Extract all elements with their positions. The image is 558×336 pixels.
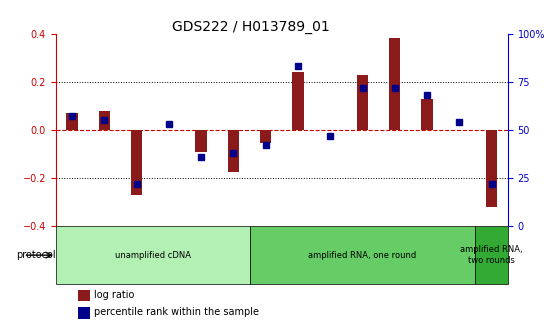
Text: GSM4861: GSM4861 — [487, 227, 496, 263]
Text: GSM4858: GSM4858 — [390, 227, 400, 263]
Text: GSM4854: GSM4854 — [261, 227, 270, 263]
Text: amplified RNA,
two rounds: amplified RNA, two rounds — [460, 245, 523, 265]
Text: GSM4849: GSM4849 — [100, 227, 109, 263]
Text: GSM4857: GSM4857 — [358, 227, 367, 263]
Text: GSM4848: GSM4848 — [68, 227, 76, 263]
Text: GSM4852: GSM4852 — [196, 227, 205, 263]
Text: GSM4860: GSM4860 — [455, 227, 464, 263]
Bar — [66, 113, 78, 130]
Bar — [260, 130, 271, 143]
Text: GSM4855: GSM4855 — [294, 227, 302, 263]
Bar — [78, 307, 90, 319]
Bar — [292, 72, 304, 130]
FancyBboxPatch shape — [56, 226, 249, 284]
FancyBboxPatch shape — [249, 226, 475, 284]
Bar — [131, 130, 142, 195]
Text: GSM4853: GSM4853 — [229, 227, 238, 263]
Text: amplified RNA, one round: amplified RNA, one round — [309, 251, 417, 260]
Text: log ratio: log ratio — [94, 290, 134, 300]
Text: GSM4856: GSM4856 — [326, 227, 335, 263]
Text: GDS222 / H013789_01: GDS222 / H013789_01 — [172, 20, 330, 34]
Text: GSM4851: GSM4851 — [164, 227, 174, 263]
Bar — [195, 130, 206, 152]
Text: percentile rank within the sample: percentile rank within the sample — [94, 307, 259, 317]
Bar — [99, 111, 110, 130]
Bar — [357, 75, 368, 130]
Text: unamplified cDNA: unamplified cDNA — [114, 251, 191, 260]
Bar — [228, 130, 239, 172]
Bar — [389, 38, 401, 130]
Text: protocol: protocol — [16, 250, 56, 260]
Text: GSM4850: GSM4850 — [132, 227, 141, 263]
FancyBboxPatch shape — [475, 226, 508, 284]
Bar — [486, 130, 497, 207]
Bar — [78, 290, 90, 301]
Bar — [421, 99, 432, 130]
Text: GSM4859: GSM4859 — [422, 227, 431, 263]
